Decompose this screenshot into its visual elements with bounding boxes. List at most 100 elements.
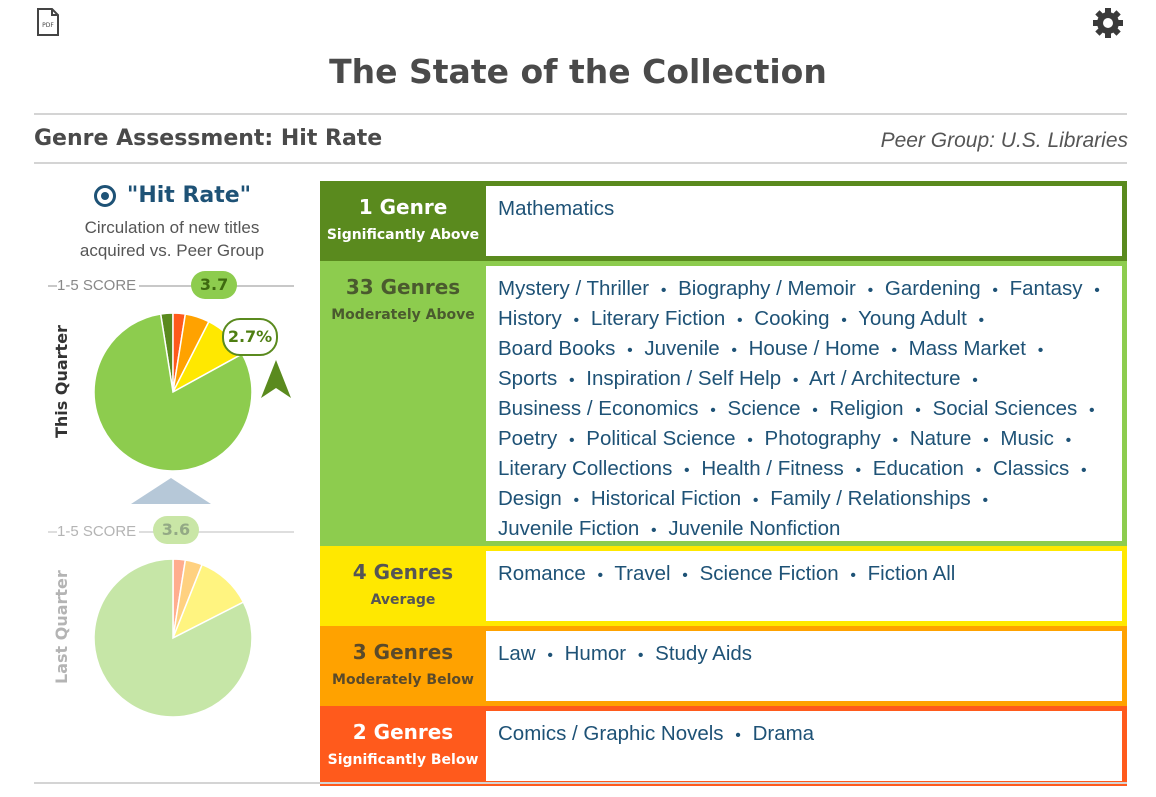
tier-header: 2 Genres Significantly Below <box>320 706 486 786</box>
genre-item[interactable]: Literary Collections <box>498 457 673 480</box>
tier-description: Moderately Above <box>331 307 475 323</box>
genre-item[interactable]: Social Sciences <box>932 397 1078 420</box>
genre-item[interactable]: Drama <box>752 722 815 745</box>
tier-average: 4 Genres Average Romance • Travel • Scienc… <box>320 546 1127 626</box>
genre-item[interactable]: Study Aids <box>655 642 753 665</box>
genre-item[interactable]: Juvenile Nonfiction <box>668 517 841 540</box>
pdf-file-icon[interactable]: PDF <box>36 8 60 36</box>
section-title: Genre Assessment: Hit Rate <box>34 126 383 151</box>
genre-item[interactable]: Board Books <box>498 337 616 360</box>
this-quarter-label: This Quarter <box>52 325 71 438</box>
genre-separator: • <box>1089 402 1095 419</box>
genre-separator: • <box>651 522 657 539</box>
genre-item[interactable]: Business / Economics <box>498 397 699 420</box>
genre-item[interactable]: Law <box>498 642 536 665</box>
genre-item[interactable]: History <box>498 307 562 330</box>
tier-header: 1 Genre Significantly Above <box>320 181 486 261</box>
genre-item[interactable]: Science Fiction <box>699 562 839 585</box>
genre-item[interactable]: Fantasy <box>1009 277 1083 300</box>
genre-item[interactable]: Nature <box>909 427 972 450</box>
genre-item[interactable]: Fiction All <box>867 562 956 585</box>
tier-significantly-above: 1 Genre Significantly Above Mathematics <box>320 181 1127 261</box>
genre-item[interactable]: Music <box>1000 427 1054 450</box>
genre-separator: • <box>855 462 862 479</box>
genre-separator: • <box>597 567 604 584</box>
metric-title-row: "Hit Rate" <box>93 183 251 208</box>
genre-separator: • <box>891 342 897 359</box>
genre-item[interactable]: Science <box>727 397 801 420</box>
genre-separator: • <box>983 432 989 449</box>
genre-separator: • <box>682 567 688 584</box>
genre-item[interactable]: Political Science <box>586 427 736 450</box>
title-divider <box>34 113 1127 115</box>
genre-separator: • <box>752 492 759 509</box>
genre-separator: • <box>1037 342 1044 359</box>
genre-item[interactable]: Literary Fiction <box>590 307 726 330</box>
genre-separator: • <box>867 282 874 299</box>
genre-item[interactable]: Poetry <box>498 427 558 450</box>
genre-separator: • <box>915 402 921 419</box>
genre-separator: • <box>660 282 667 299</box>
genre-separator: • <box>684 462 690 479</box>
genre-item[interactable]: Cooking <box>754 307 830 330</box>
genre-separator: • <box>978 312 985 329</box>
genre-item[interactable]: Classics <box>992 457 1070 480</box>
genre-item[interactable]: Family / Relationships <box>770 487 971 510</box>
tier-genre-list: Law • Humor • Study Aids <box>486 631 1122 701</box>
genre-separator: • <box>975 462 982 479</box>
genre-separator: • <box>568 372 575 389</box>
genre-item[interactable]: Humor <box>564 642 627 665</box>
tier-header: 4 Genres Average <box>320 546 486 626</box>
tier-moderately-above: 33 Genres Moderately Above Mystery / Thril… <box>320 261 1127 546</box>
genre-item[interactable]: Design <box>498 487 562 510</box>
genre-separator: • <box>573 312 580 329</box>
genre-item[interactable]: Mathematics <box>498 197 615 220</box>
this-quarter-pie-chart <box>93 312 253 472</box>
genre-separator: • <box>992 282 998 299</box>
genre-separator: • <box>573 492 580 509</box>
genre-item[interactable]: Young Adult <box>858 307 967 330</box>
genre-item[interactable]: Mass Market <box>908 337 1026 360</box>
genre-separator: • <box>812 402 818 419</box>
genre-item[interactable]: Juvenile Fiction <box>498 517 640 540</box>
genre-item[interactable]: Sports <box>498 367 558 390</box>
trend-up-arrow-icon <box>261 360 291 398</box>
genre-item[interactable]: Mystery / Thriller <box>498 277 650 300</box>
genre-item[interactable]: Comics / Graphic Novels <box>498 722 724 745</box>
tier-description: Average <box>370 592 436 608</box>
genre-separator: • <box>547 647 553 664</box>
genre-item[interactable]: Romance <box>498 562 586 585</box>
tier-genre-count: 3 Genres <box>352 640 454 664</box>
genre-separator: • <box>568 432 575 449</box>
genre-separator: • <box>850 567 856 584</box>
genre-item[interactable]: Education <box>872 457 964 480</box>
last-quarter-label: Last Quarter <box>52 570 71 684</box>
genre-item[interactable]: House / Home <box>748 337 880 360</box>
gear-icon[interactable] <box>1092 7 1124 39</box>
genre-item[interactable]: Juvenile <box>644 337 720 360</box>
tier-genre-count: 33 Genres <box>345 275 461 299</box>
genre-separator: • <box>982 492 989 509</box>
genre-separator: • <box>731 342 737 359</box>
genre-item[interactable]: Photography <box>764 427 881 450</box>
genre-item[interactable]: Historical Fiction <box>590 487 742 510</box>
genre-item[interactable]: Biography / Memoir <box>678 277 856 300</box>
tier-header: 33 Genres Moderately Above <box>320 261 486 546</box>
tier-genre-count: 4 Genres <box>352 560 454 584</box>
genre-separator: • <box>792 372 799 389</box>
genre-separator: • <box>841 312 847 329</box>
tier-genre-count: 1 Genre <box>358 195 448 219</box>
genre-item[interactable]: Gardening <box>884 277 981 300</box>
metric-subtitle-2: acquired vs. Peer Group <box>79 240 265 260</box>
genre-item[interactable]: Travel <box>614 562 671 585</box>
score-label-last-quarter: 1-5 SCORE <box>57 523 140 540</box>
score-label-this-quarter: 1-5 SCORE <box>57 277 140 294</box>
genre-item[interactable]: Religion <box>829 397 904 420</box>
genre-item[interactable]: Art / Architecture <box>809 367 961 390</box>
genre-item[interactable]: Health / Fitness <box>701 457 844 480</box>
genre-item[interactable]: Inspiration / Self Help <box>586 367 782 390</box>
section-divider <box>34 162 1127 164</box>
last-quarter-pie-chart <box>93 558 253 718</box>
tier-description: Significantly Below <box>327 752 479 768</box>
tier-genre-list: Comics / Graphic Novels • Drama <box>486 711 1122 781</box>
